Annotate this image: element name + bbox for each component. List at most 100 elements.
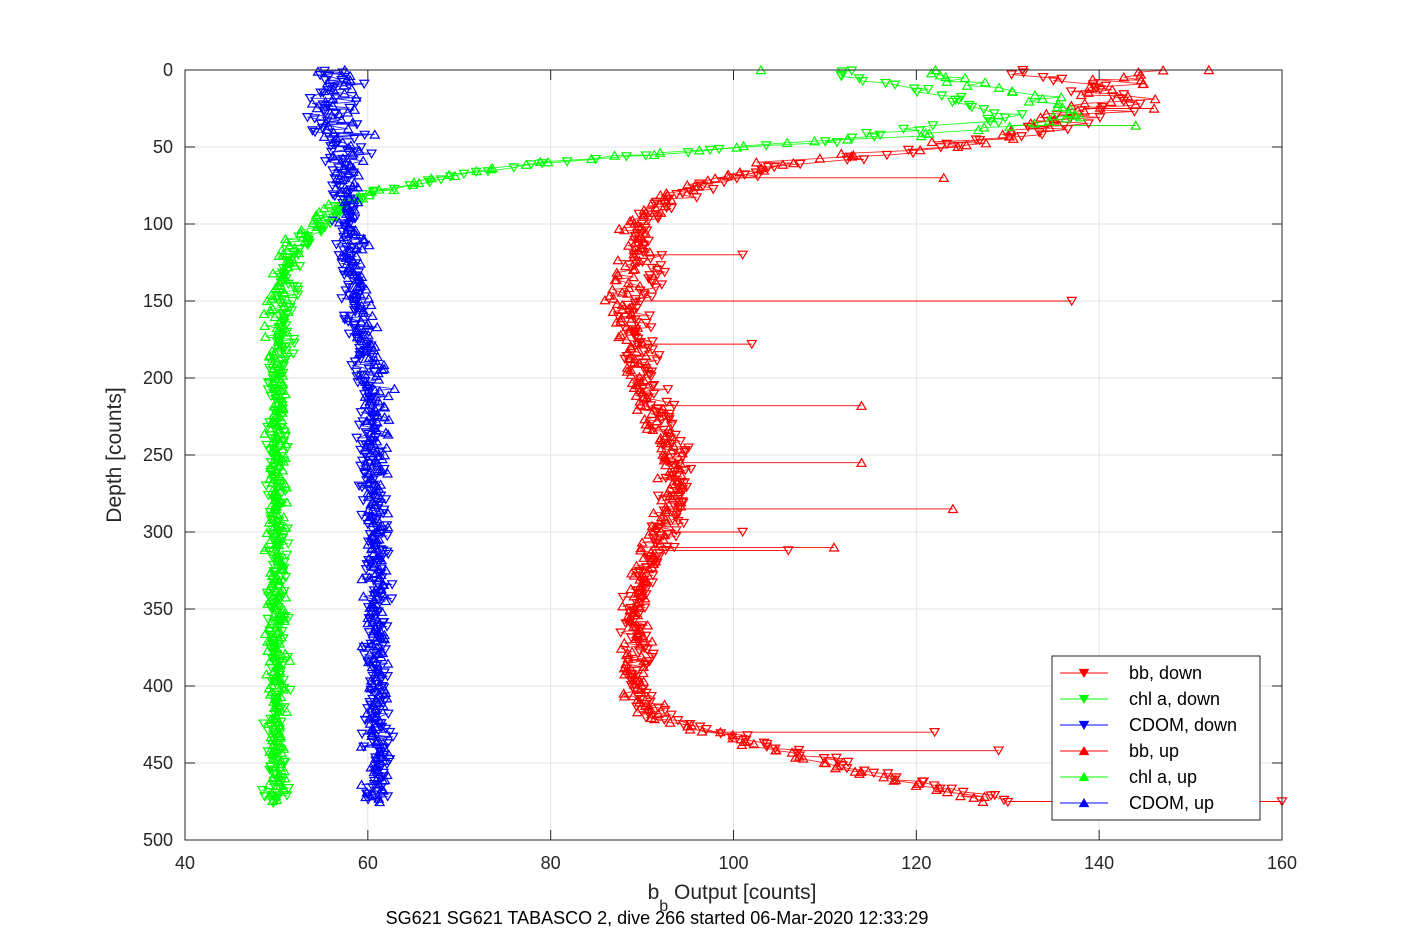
data-point-series-5 <box>339 163 351 173</box>
data-point-series-5 <box>312 66 324 76</box>
data-point-series-4 <box>373 184 385 194</box>
data-point-series-2 <box>338 246 350 256</box>
data-point-series-5 <box>372 457 384 468</box>
data-point-series-4 <box>318 203 330 213</box>
data-point-series-5 <box>378 755 390 766</box>
data-point-series-3 <box>666 494 678 504</box>
data-point-series-3 <box>1122 90 1134 101</box>
data-point-series-5 <box>365 762 377 772</box>
data-point-series-5 <box>382 658 394 668</box>
data-point-series-3 <box>626 646 638 656</box>
data-point-series-4 <box>270 382 282 392</box>
data-point-series-1 <box>835 72 847 82</box>
data-point-series-4 <box>270 767 282 777</box>
data-point-series-1 <box>286 296 298 307</box>
data-point-series-4 <box>266 795 279 806</box>
data-point-series-2 <box>356 510 368 521</box>
data-point-series-4 <box>534 156 546 167</box>
data-point-series-3 <box>621 612 633 622</box>
data-point-series-5 <box>341 312 353 323</box>
data-point-series-4 <box>266 353 278 363</box>
data-point-series-1 <box>704 145 716 156</box>
data-point-series-3 <box>1137 78 1149 89</box>
data-point-series-3 <box>613 223 625 233</box>
data-point-series-4 <box>307 217 319 228</box>
data-point-series-3 <box>629 237 642 247</box>
data-point-series-0 <box>645 323 657 333</box>
data-point-series-4 <box>272 340 284 350</box>
data-point-series-3 <box>652 708 664 718</box>
data-point-series-3 <box>977 796 989 806</box>
data-point-series-3 <box>621 366 633 376</box>
data-point-series-4 <box>274 762 287 772</box>
data-point-series-4 <box>266 499 278 510</box>
data-point-series-3 <box>651 415 663 426</box>
data-point-series-4 <box>272 449 284 459</box>
data-point-series-5 <box>342 221 355 231</box>
data-point-series-0 <box>674 437 687 447</box>
data-point-series-4 <box>1029 89 1041 100</box>
data-point-series-3 <box>1083 82 1095 92</box>
data-point-series-3 <box>628 591 640 601</box>
data-point-series-1 <box>288 338 300 349</box>
data-point-series-5 <box>367 530 379 541</box>
data-point-series-0 <box>659 705 671 716</box>
data-point-series-5 <box>372 697 384 708</box>
data-point-series-1 <box>259 792 271 802</box>
data-point-series-0 <box>646 345 659 355</box>
data-point-series-5 <box>373 534 385 544</box>
data-point-series-3 <box>1149 93 1161 104</box>
data-point-series-0 <box>752 172 764 182</box>
legend-swatch-marker <box>1078 668 1090 679</box>
data-point-series-3 <box>980 137 992 148</box>
data-point-series-3 <box>647 526 659 536</box>
data-point-series-5 <box>361 380 373 390</box>
data-point-series-4 <box>295 224 308 235</box>
data-point-series-4 <box>270 491 282 501</box>
data-point-series-5 <box>366 730 378 740</box>
data-point-series-5 <box>370 623 382 634</box>
data-point-series-3 <box>638 391 650 402</box>
data-point-series-1 <box>277 634 289 644</box>
chart-caption: SG621 SG621 TABASCO 2, dive 266 started … <box>386 908 929 928</box>
data-point-series-3 <box>674 480 686 490</box>
data-point-series-2 <box>370 786 383 797</box>
data-point-series-3 <box>655 406 667 416</box>
data-point-series-1 <box>984 117 996 127</box>
data-point-series-0 <box>636 257 648 268</box>
data-point-series-1 <box>914 126 926 136</box>
data-point-series-5 <box>371 642 383 652</box>
data-point-series-4 <box>279 388 292 399</box>
data-point-series-3 <box>931 784 943 795</box>
data-point-series-4 <box>388 184 400 195</box>
data-point-series-5 <box>318 131 330 141</box>
data-point-series-5 <box>354 333 366 343</box>
legend-swatch-marker <box>1078 720 1090 731</box>
data-point-series-2 <box>330 240 342 250</box>
data-point-series-3 <box>625 615 637 626</box>
data-point-series-3 <box>960 139 972 150</box>
data-point-series-5 <box>338 80 350 90</box>
data-point-series-3 <box>634 396 646 406</box>
data-point-series-4 <box>286 254 299 264</box>
data-point-series-5 <box>373 793 385 803</box>
data-point-series-3 <box>655 516 667 526</box>
data-point-series-4 <box>609 150 621 160</box>
data-point-series-4 <box>269 347 281 357</box>
data-point-series-0 <box>677 188 689 199</box>
data-point-series-4 <box>271 602 283 612</box>
data-point-series-3 <box>709 173 721 183</box>
data-point-series-0 <box>1124 101 1136 111</box>
data-point-series-3 <box>1043 122 1056 132</box>
data-point-series-4 <box>277 465 289 475</box>
data-point-series-3 <box>638 209 650 219</box>
x-tick-label: 120 <box>901 853 931 873</box>
data-point-series-2 <box>336 294 348 304</box>
data-point-series-1 <box>292 290 304 301</box>
data-point-series-3 <box>616 601 629 611</box>
data-point-series-3 <box>648 713 661 724</box>
data-point-series-5 <box>374 746 386 756</box>
data-point-series-4 <box>279 648 291 658</box>
data-point-series-4 <box>959 72 971 83</box>
data-point-series-3 <box>634 580 646 590</box>
